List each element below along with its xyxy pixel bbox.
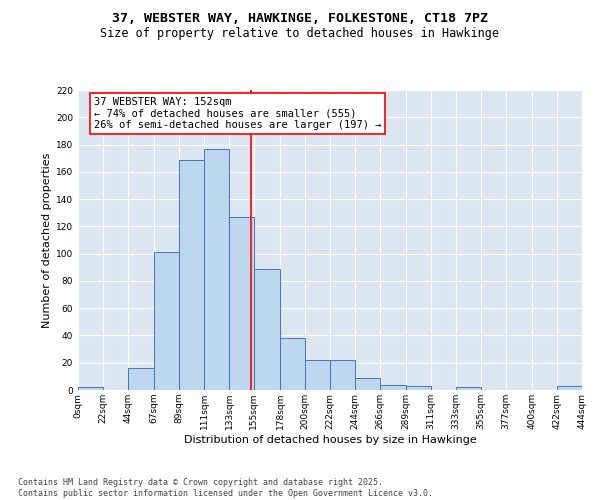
Bar bbox=[305, 360, 330, 390]
Bar bbox=[254, 268, 280, 390]
Bar bbox=[406, 386, 431, 390]
Bar bbox=[229, 217, 254, 390]
Bar bbox=[280, 338, 305, 390]
Bar bbox=[154, 252, 179, 390]
Text: 37, WEBSTER WAY, HAWKINGE, FOLKESTONE, CT18 7PZ: 37, WEBSTER WAY, HAWKINGE, FOLKESTONE, C… bbox=[112, 12, 488, 26]
Bar bbox=[380, 384, 406, 390]
Bar bbox=[557, 386, 582, 390]
Text: Size of property relative to detached houses in Hawkinge: Size of property relative to detached ho… bbox=[101, 28, 499, 40]
X-axis label: Distribution of detached houses by size in Hawkinge: Distribution of detached houses by size … bbox=[184, 434, 476, 444]
Bar bbox=[330, 360, 355, 390]
Bar bbox=[456, 388, 481, 390]
Bar bbox=[355, 378, 380, 390]
Bar bbox=[179, 160, 204, 390]
Bar bbox=[204, 148, 229, 390]
Y-axis label: Number of detached properties: Number of detached properties bbox=[42, 152, 52, 328]
Text: Contains HM Land Registry data © Crown copyright and database right 2025.
Contai: Contains HM Land Registry data © Crown c… bbox=[18, 478, 433, 498]
Bar bbox=[78, 388, 103, 390]
Text: 37 WEBSTER WAY: 152sqm
← 74% of detached houses are smaller (555)
26% of semi-de: 37 WEBSTER WAY: 152sqm ← 74% of detached… bbox=[94, 97, 382, 130]
Bar bbox=[128, 368, 154, 390]
